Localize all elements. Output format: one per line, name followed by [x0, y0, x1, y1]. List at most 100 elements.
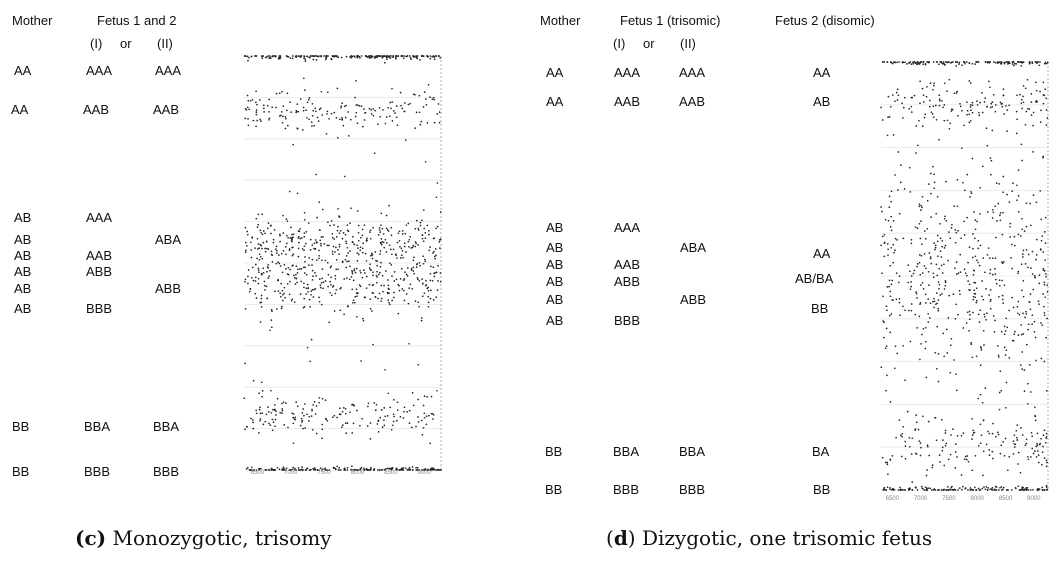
data-point [1037, 489, 1040, 491]
data-point [890, 190, 893, 193]
data-point [427, 305, 430, 308]
data-point [1028, 301, 1031, 303]
data-point [974, 63, 976, 65]
data-point [316, 216, 318, 219]
data-point [1022, 101, 1025, 104]
data-point [1025, 343, 1028, 346]
data-point [373, 402, 376, 404]
data-point [937, 309, 940, 312]
data-point [383, 246, 386, 249]
data-point [329, 224, 331, 227]
data-point [296, 405, 299, 408]
data-point [279, 295, 282, 298]
data-point [393, 280, 396, 282]
data-point [257, 269, 260, 271]
data-point [374, 55, 376, 58]
data-point [968, 310, 971, 313]
data-point [1001, 294, 1004, 297]
data-point [955, 373, 957, 376]
data-point [1032, 124, 1034, 127]
data-point [385, 468, 387, 470]
data-point [989, 488, 992, 491]
data-point [412, 56, 415, 58]
data-point [997, 354, 1000, 357]
data-point [1016, 184, 1018, 187]
data-point [307, 287, 310, 290]
data-point [957, 272, 960, 275]
data-point [888, 206, 891, 208]
data-point [924, 302, 927, 304]
data-point [1015, 63, 1018, 65]
data-point [320, 244, 322, 247]
data-point [371, 257, 374, 260]
data-point [1023, 230, 1026, 232]
data-point [368, 283, 371, 286]
data-point [344, 412, 347, 415]
data-point [329, 280, 332, 283]
data-point [431, 98, 434, 100]
data-point [248, 290, 251, 293]
data-point [260, 120, 262, 122]
data-point [932, 88, 934, 91]
data-point [950, 61, 953, 64]
data-point [916, 227, 919, 229]
data-point [884, 218, 887, 221]
data-point [885, 389, 887, 392]
data-point [383, 407, 386, 409]
data-point [350, 56, 353, 59]
data-point [994, 485, 997, 488]
data-point [934, 244, 937, 247]
data-point [326, 261, 329, 264]
data-point [1017, 451, 1020, 454]
data-point [941, 449, 944, 452]
data-point [281, 468, 283, 470]
data-point [959, 102, 961, 105]
data-point [955, 303, 958, 306]
fetus-genotype-i: BBA [84, 419, 111, 434]
data-point [297, 255, 300, 258]
data-point [396, 409, 399, 411]
data-point [356, 295, 358, 298]
data-point [1040, 239, 1043, 242]
data-point [1013, 333, 1015, 336]
data-point [932, 105, 935, 108]
data-point [1006, 489, 1008, 491]
data-point [285, 467, 288, 470]
data-point [940, 61, 943, 63]
data-point [359, 57, 361, 59]
data-point [361, 251, 364, 254]
data-point [292, 422, 295, 425]
data-point [373, 152, 376, 155]
data-point [336, 87, 339, 90]
data-point [385, 214, 388, 217]
data-point [1013, 244, 1016, 247]
data-point [1005, 61, 1007, 63]
x-tick-label: 6500 [886, 496, 900, 502]
data-point [926, 469, 928, 471]
data-point [996, 431, 999, 434]
data-point [1034, 81, 1037, 84]
data-point [263, 284, 266, 287]
data-point [395, 55, 397, 57]
data-point [941, 446, 944, 449]
data-point [968, 283, 971, 286]
data-point [393, 291, 395, 294]
data-point [372, 114, 375, 117]
data-point [408, 342, 410, 345]
data-point [338, 243, 341, 246]
data-point [361, 276, 364, 279]
data-point [1040, 109, 1042, 112]
data-point [415, 242, 417, 245]
data-point [887, 116, 889, 118]
data-point [355, 104, 358, 106]
data-point [393, 415, 395, 418]
data-point [881, 235, 884, 238]
data-point [254, 280, 257, 282]
data-point [380, 243, 383, 246]
data-point [911, 96, 914, 99]
data-point [350, 276, 353, 278]
fetus-genotype-i: AAA [86, 63, 113, 78]
data-point [345, 266, 348, 269]
data-point [1042, 94, 1045, 96]
data-point [1011, 267, 1014, 270]
